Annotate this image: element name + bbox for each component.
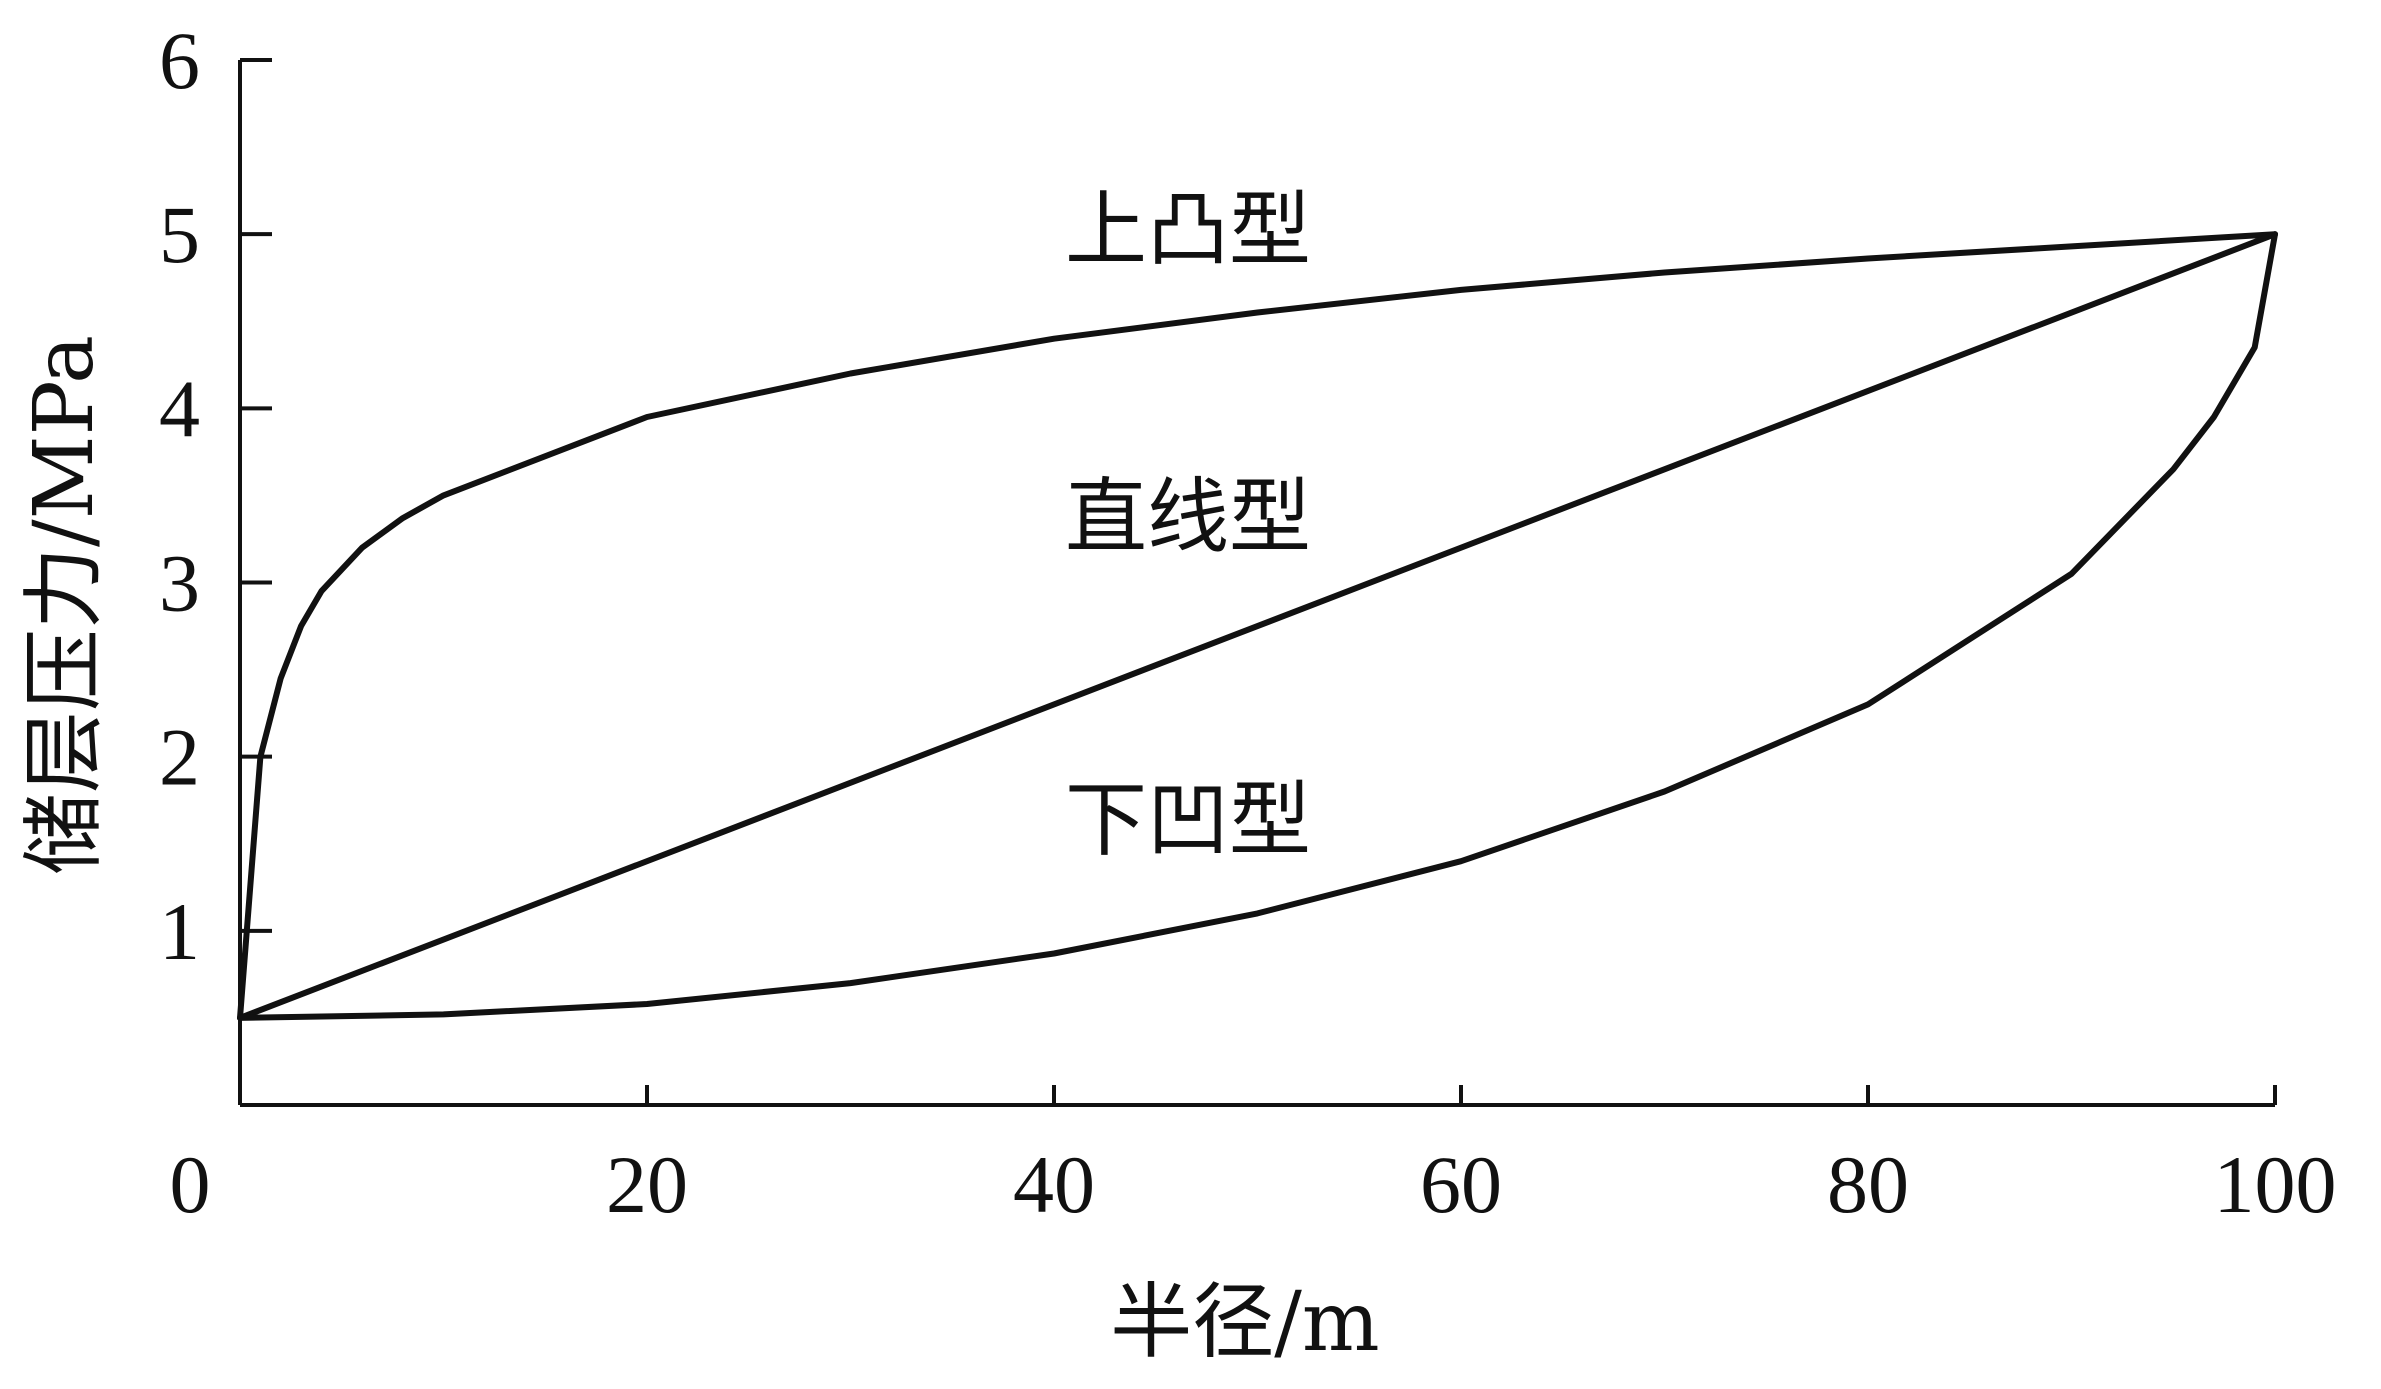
y-tick-label: 3 xyxy=(159,538,200,629)
y-tick-label: 2 xyxy=(159,712,200,803)
series-label-1: 上凸型 xyxy=(1065,183,1311,278)
series-line-2 xyxy=(237,231,2278,1021)
y-ticks: 1 2 3 4 5 6 xyxy=(159,15,272,977)
x-tick-label: 20 xyxy=(606,1139,688,1230)
y-axis-title: 储层压力/MPa xyxy=(17,335,112,875)
y-tick-label: 4 xyxy=(159,363,200,454)
x-tick-label: 60 xyxy=(1420,1139,1502,1230)
x-tick-label: 80 xyxy=(1827,1139,1909,1230)
series-line-1 xyxy=(237,231,2278,1021)
series-group xyxy=(237,231,2278,1021)
series-label-3: 下凹型 xyxy=(1065,773,1311,868)
x-ticks: 0 20 40 60 80 100 xyxy=(170,1085,2337,1230)
series-label-2: 直线型 xyxy=(1065,470,1311,565)
series-line-3 xyxy=(237,231,2278,1021)
x-axis-title: 半径/m xyxy=(1110,1275,1379,1370)
x-tick-label: 100 xyxy=(2214,1139,2337,1230)
y-tick-label: 1 xyxy=(159,886,200,977)
x-tick-label: 0 xyxy=(170,1139,211,1230)
x-tick-label: 40 xyxy=(1013,1139,1095,1230)
y-tick-label: 5 xyxy=(159,189,200,280)
y-tick-label: 6 xyxy=(159,15,200,106)
